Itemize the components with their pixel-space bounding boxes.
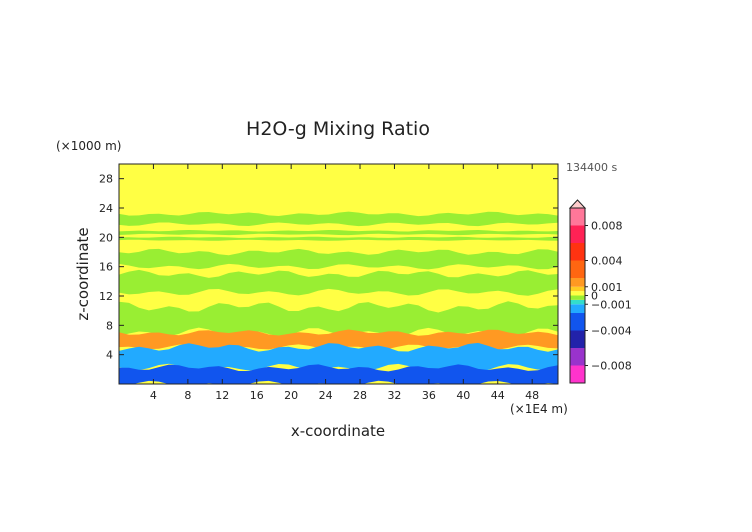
colorbar-band [570, 225, 585, 243]
x-tick-label: 28 [353, 389, 367, 402]
colorbar-tick-label: 0 [591, 290, 598, 303]
x-unit-label: (×1E4 m) [510, 402, 568, 416]
x-tick-label: 12 [215, 389, 229, 402]
y-tick-label: 28 [99, 173, 113, 186]
colorbar-tick-label: −0.008 [591, 360, 632, 373]
colorbar-band [570, 348, 585, 366]
x-tick-label: 40 [456, 389, 470, 402]
x-tick-label: 24 [319, 389, 333, 402]
colorbar-band [570, 313, 585, 331]
y-tick-label: 24 [99, 202, 113, 215]
colorbar-band [570, 286, 585, 292]
time-label: 134400 s [566, 161, 617, 174]
x-tick-label: 32 [387, 389, 401, 402]
field-region [119, 269, 558, 296]
colorbar-tick-label: −0.001 [591, 298, 632, 311]
field-region [119, 364, 558, 384]
colorbar-tick-label: 0.004 [591, 255, 623, 268]
x-tick-label: 36 [422, 389, 436, 402]
y-tick-label: 8 [106, 319, 113, 332]
y-tick-label: 16 [99, 261, 113, 274]
field-region [119, 236, 558, 241]
field-region [119, 301, 558, 338]
colorbar-band [570, 330, 585, 348]
y-axis-ticks: 4 8 12 16 20 24 28 [99, 173, 558, 362]
colorbar-tick-label: 0.001 [591, 281, 623, 294]
field-region [119, 211, 558, 227]
y-tick-label: 4 [106, 349, 113, 362]
colorbar-tick-label: 0.008 [591, 220, 623, 233]
y-tick-label: 20 [99, 231, 113, 244]
field-region [119, 248, 558, 270]
x-axis-ticks: 4 8 12 16 20 24 28 32 36 40 44 48 [150, 164, 539, 402]
x-tick-label: 16 [250, 389, 264, 402]
colorbar-band [570, 291, 585, 296]
x-axis-label: x-coordinate [291, 422, 385, 440]
colorbar-band [570, 304, 585, 313]
colorbar-band [570, 295, 585, 300]
plot-area [119, 164, 558, 384]
colorbar-band [570, 278, 585, 287]
colorbar-band [570, 208, 585, 226]
field-region [119, 329, 558, 350]
colorbar-band [570, 243, 585, 261]
colorbar-band [570, 299, 585, 305]
x-tick-label: 20 [284, 389, 298, 402]
x-tick-label: 4 [150, 389, 157, 402]
x-tick-label: 44 [491, 389, 505, 402]
colorbar-band [570, 365, 585, 383]
field-region [119, 230, 558, 236]
field-region [119, 342, 558, 372]
y-tick-label: 12 [99, 290, 113, 303]
x-tick-label: 8 [184, 389, 191, 402]
x-tick-label: 48 [525, 389, 539, 402]
y-axis-label: z-coordinate [74, 227, 92, 320]
chart-title: H2O-g Mixing Ratio [246, 118, 430, 140]
y-unit-label: (×1000 m) [56, 139, 121, 153]
colorbar-tick-label: −0.004 [591, 325, 632, 338]
colorbar-overflow-triangle [568, 199, 587, 209]
plot-frame [118, 163, 559, 385]
colorbar-band [570, 260, 585, 278]
